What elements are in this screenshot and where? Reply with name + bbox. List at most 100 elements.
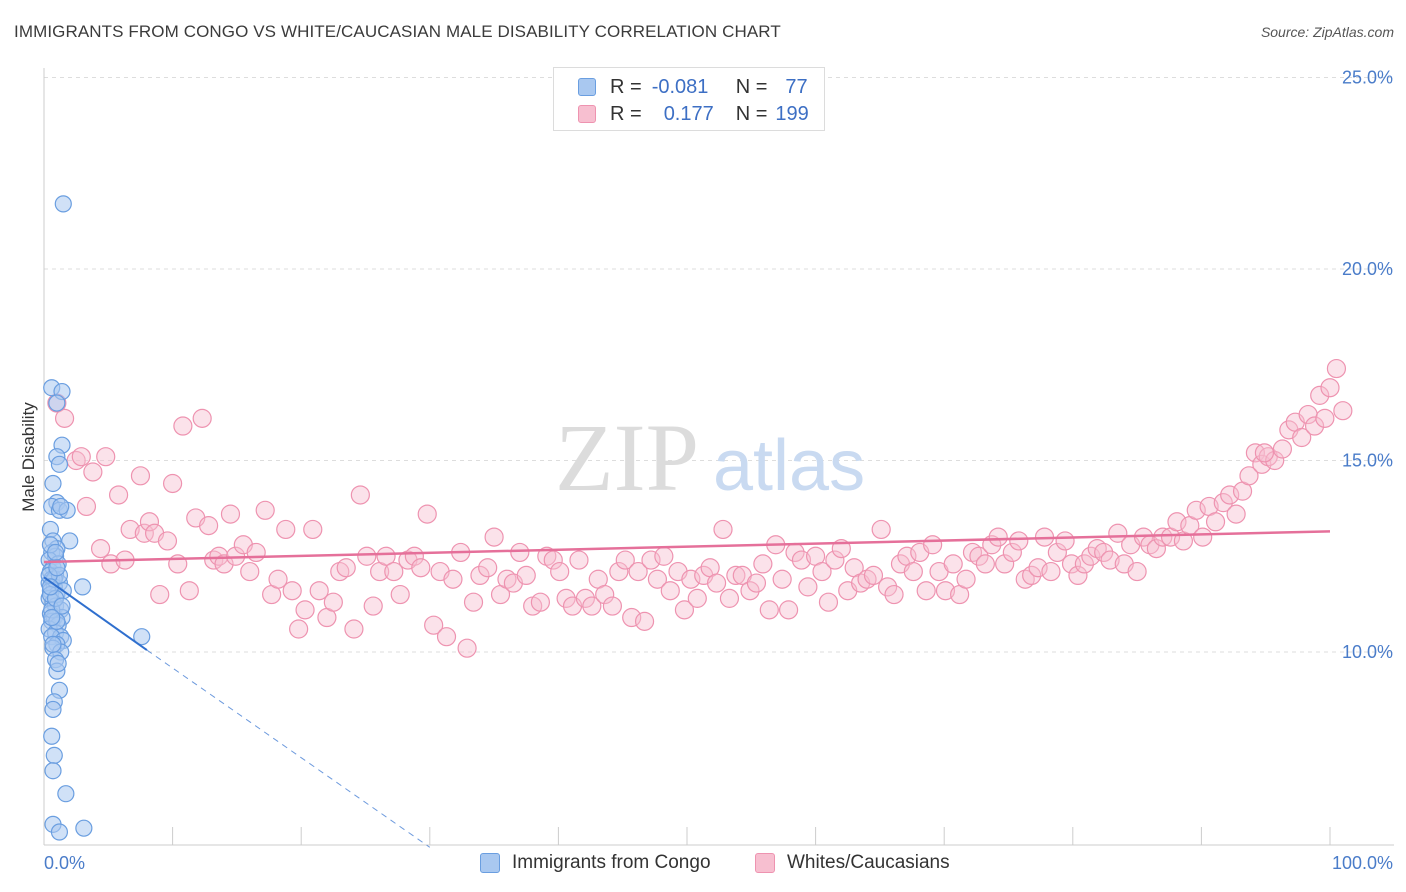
data-point-whites <box>404 546 424 566</box>
data-point-whites <box>96 447 116 467</box>
data-point-whites <box>956 569 976 589</box>
y-tick-label: 25.0% <box>1342 68 1393 88</box>
data-point-whites <box>108 485 129 505</box>
legend-r-label: R = <box>610 75 642 98</box>
data-point-whites <box>192 408 212 428</box>
y-tick-label: 15.0% <box>1342 451 1393 471</box>
data-point-whites <box>417 504 437 524</box>
data-point-whites <box>478 558 498 578</box>
data-point-whites <box>424 615 444 635</box>
data-point-whites <box>130 466 151 486</box>
data-point-whites <box>204 550 224 570</box>
data-point-whites <box>628 561 648 582</box>
data-point-whites <box>344 619 364 639</box>
data-point-whites <box>303 519 323 540</box>
data-point-whites <box>609 561 629 582</box>
data-point-whites <box>988 527 1008 547</box>
data-point-whites <box>139 512 160 532</box>
legend-r-label: R = <box>610 102 642 125</box>
data-point-whites <box>1047 542 1067 563</box>
data-point-whites <box>120 519 140 540</box>
data-point-whites <box>641 550 661 570</box>
source-label: Source: ZipAtlas.com <box>1260 24 1394 40</box>
data-point-whites <box>1146 538 1166 559</box>
trend-line-whites <box>43 530 1331 564</box>
watermark: ZIP atlas <box>555 404 865 511</box>
legend-n-value-congo: 77 <box>785 75 808 98</box>
data-point-whites <box>778 600 799 620</box>
data-point-whites <box>157 531 178 551</box>
data-point-whites <box>726 565 746 586</box>
data-point-whites <box>798 577 818 597</box>
y-tick-label: 10.0% <box>1342 642 1393 662</box>
data-point-whites <box>1108 523 1128 543</box>
data-point-whites <box>812 561 832 582</box>
data-point-whites <box>746 573 767 593</box>
data-point-congo <box>44 635 62 653</box>
data-point-whites <box>706 573 727 593</box>
data-point-whites <box>295 600 315 620</box>
data-point-whites <box>530 592 550 612</box>
data-point-whites <box>463 592 484 612</box>
data-point-whites <box>1002 542 1022 563</box>
series-legend-congo[interactable]: Immigrants from Congo <box>480 852 711 874</box>
data-point-whites <box>871 519 891 540</box>
data-point-whites <box>660 581 680 601</box>
data-point-whites <box>66 450 86 471</box>
legend-swatch-congo <box>578 78 596 96</box>
series-legend: Immigrants from Congo Whites/Caucasians <box>0 852 1406 878</box>
data-point-whites <box>246 542 266 563</box>
data-point-congo <box>133 628 151 646</box>
data-point-whites <box>179 581 199 601</box>
data-point-whites <box>943 554 963 574</box>
data-point-congo <box>46 543 65 562</box>
data-point-congo <box>54 195 72 213</box>
data-point-whites <box>282 581 302 601</box>
x-tick-label: 0.0% <box>44 853 85 873</box>
data-point-whites <box>1226 504 1246 524</box>
data-point-whites <box>582 596 602 616</box>
y-tick-label: 20.0% <box>1342 259 1393 279</box>
data-point-whites <box>903 561 923 582</box>
legend-swatch-whites <box>578 105 596 123</box>
data-point-whites <box>411 558 431 578</box>
data-point-whites <box>470 565 490 586</box>
data-point-congo <box>61 532 79 550</box>
legend-n-value-whites: 199 <box>775 102 809 125</box>
data-point-congo <box>52 497 70 516</box>
data-point-whites <box>1081 546 1101 566</box>
data-point-whites <box>884 584 904 605</box>
series-label-congo: Immigrants from Congo <box>512 852 711 873</box>
data-point-whites <box>350 485 370 505</box>
data-point-whites <box>1009 531 1029 551</box>
data-point-whites <box>863 565 884 586</box>
data-point-whites <box>1041 561 1061 582</box>
series-legend-whites[interactable]: Whites/Caucasians <box>755 852 950 874</box>
data-point-whites <box>376 546 396 566</box>
data-point-congo <box>49 654 67 673</box>
data-point-whites <box>1333 401 1353 421</box>
data-point-whites <box>363 596 383 616</box>
data-point-whites <box>150 584 170 605</box>
data-point-whites <box>268 569 288 589</box>
data-point-whites <box>484 527 504 547</box>
data-point-whites <box>76 496 97 517</box>
data-point-congo <box>75 819 93 837</box>
data-point-whites <box>309 581 329 601</box>
data-point-whites <box>357 546 377 566</box>
data-point-whites <box>1094 542 1114 563</box>
data-point-congo <box>43 608 61 627</box>
data-point-whites <box>436 627 457 647</box>
legend-r-value-whites: 0.177 <box>663 102 714 125</box>
legend-r-value-congo: -0.081 <box>651 75 709 98</box>
legend-row-whites: R = 0.177 N = 199 <box>578 102 809 126</box>
data-point-whites <box>772 569 792 589</box>
legend-n-label: N = <box>735 75 768 98</box>
data-point-congo <box>44 474 62 493</box>
data-point-whites <box>1127 561 1147 582</box>
data-point-congo <box>50 455 69 473</box>
data-point-whites <box>443 569 463 589</box>
data-point-whites <box>199 516 219 536</box>
data-point-whites <box>681 569 701 589</box>
